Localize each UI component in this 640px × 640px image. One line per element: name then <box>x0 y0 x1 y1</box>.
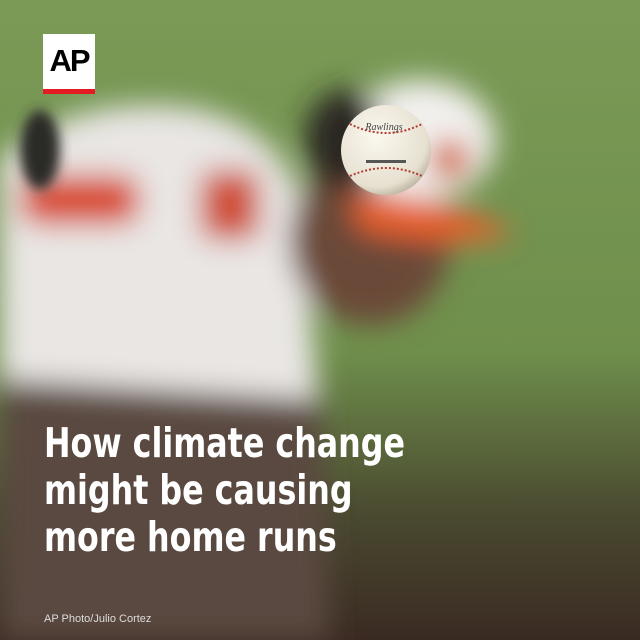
headline-line: How climate change <box>44 419 406 467</box>
headline-line: might be causing <box>44 466 353 514</box>
headline: How climate change might be causing more… <box>44 420 405 561</box>
ball-brand: Rawlings <box>364 122 402 133</box>
ap-logo: AP <box>43 34 95 94</box>
headline-line: more home runs <box>44 513 337 561</box>
baseball: Rawlings <box>341 105 431 195</box>
logo-text: AP <box>49 43 90 78</box>
photo-credit: AP Photo/Julio Cortez <box>44 613 152 625</box>
